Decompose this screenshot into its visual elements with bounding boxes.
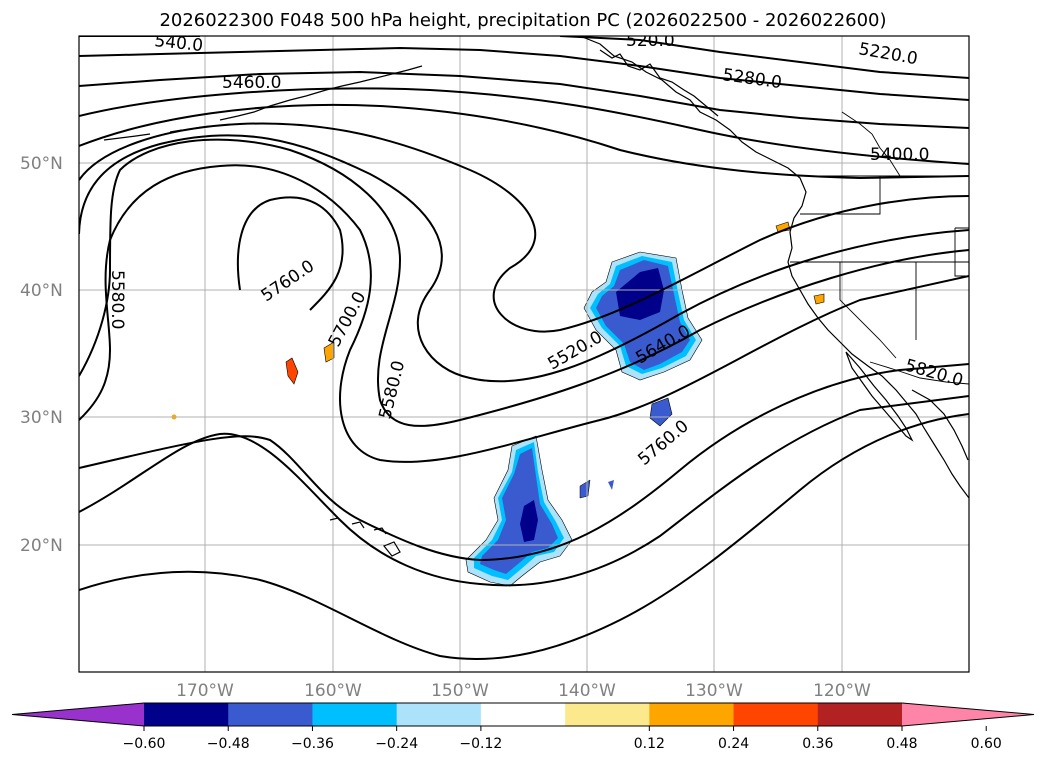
latitude-labels: 50°N 40°N 30°N 20°N: [20, 154, 63, 556]
contour-5820: [79, 395, 969, 587]
precip-positive-1: [285, 357, 299, 385]
precip-area-south-dots-2: [608, 480, 614, 490]
colorbar-swatch: [312, 703, 398, 726]
contour-5700: [79, 164, 969, 463]
map-frame: [78, 35, 970, 673]
border-state-5: [954, 227, 969, 277]
colorbar-swatch: [649, 703, 735, 726]
lon-label-170w: 170°W: [176, 681, 234, 701]
lon-label-160w: 160°W: [304, 681, 362, 701]
coastline-mexico: [911, 389, 969, 461]
height-contours: [79, 36, 969, 660]
border-us-mexico: [869, 361, 969, 385]
contour-5580: [79, 134, 969, 383]
colorbar-extend-max: [902, 703, 1034, 726]
lon-label-150w: 150°W: [431, 681, 489, 701]
coastline-north-america: [579, 36, 969, 499]
contour-5880: [79, 413, 969, 660]
coastline-baja: [845, 351, 914, 442]
colorbar-swatch: [733, 703, 819, 726]
contour-label-4: 5400.0: [870, 145, 929, 165]
colorbar-tick-label: −0.60: [123, 736, 166, 752]
lat-label-50: 50°N: [20, 154, 63, 174]
colorbar-swatch: [396, 703, 482, 726]
colorbar-tick-label: 0.60: [971, 736, 1002, 752]
precip-positive-4: [813, 293, 825, 305]
coastline-bc-fjords: [599, 49, 719, 117]
colorbar-swatch: [480, 703, 566, 726]
map-panel: 5460.0 5280.0 5220.0 5400.0 5580.0 5760.…: [79, 31, 969, 672]
colorbar-swatch: [144, 703, 229, 726]
precip-area-south-core: [520, 500, 538, 542]
border-state-3: [839, 262, 897, 359]
contour-5220: [79, 36, 969, 79]
colorbar-swatch: [565, 703, 650, 726]
lat-label-20: 20°N: [20, 536, 63, 556]
colorbar-extend-min: [12, 703, 144, 726]
contour-5280: [79, 46, 969, 101]
contour-5760: [79, 363, 969, 562]
contour-label-5: 5580.0: [107, 270, 127, 329]
precip-area-small: [649, 397, 673, 427]
contour-label-14: 520.0: [626, 31, 675, 51]
contour-5760-inner: [236, 196, 344, 311]
lon-label-120w: 120°W: [813, 681, 871, 701]
contour-5340: [79, 70, 969, 129]
colorbar-swatch: [817, 703, 903, 726]
graticule: [79, 36, 969, 672]
lat-label-30: 30°N: [20, 408, 63, 428]
precip-positive-2: [323, 341, 335, 363]
border-state-1: [800, 176, 881, 215]
contour-label-1: 5460.0: [222, 73, 281, 93]
colorbar: −0.60 −0.48 −0.36 −0.24 −0.12 0.12 0.24 0.36 0.4…: [11, 702, 1035, 752]
map-title: 2026022300 F048 500 hPa height, precipit…: [159, 10, 886, 31]
contour-5520: [79, 122, 969, 333]
longitude-labels: 170°W 160°W 150°W 140°W 130°W 120°W: [176, 681, 871, 701]
contour-5460: [79, 103, 969, 180]
colorbar-tick-label: −0.48: [207, 736, 250, 752]
contour-label-13: 540.0: [153, 31, 203, 56]
lon-label-130w: 130°W: [685, 681, 743, 701]
colorbar-tick-label: −0.24: [375, 736, 418, 752]
colorbar-tick-label: 0.36: [802, 736, 833, 752]
colorbar-tick-label: 0.24: [718, 736, 749, 752]
colorbar-tick-label: −0.36: [291, 736, 334, 752]
precip-area-south-mid: [480, 448, 558, 574]
colorbar-swatch: [228, 703, 313, 726]
colorbar-tick-label: −0.12: [459, 736, 502, 752]
lon-label-140w: 140°W: [558, 681, 616, 701]
colorbar-tick-label: 0.12: [634, 736, 665, 752]
contour-5400: [79, 87, 969, 165]
lat-label-40: 40°N: [20, 281, 63, 301]
colorbar-tick-label: 0.48: [886, 736, 917, 752]
contour-5640: [79, 138, 969, 427]
